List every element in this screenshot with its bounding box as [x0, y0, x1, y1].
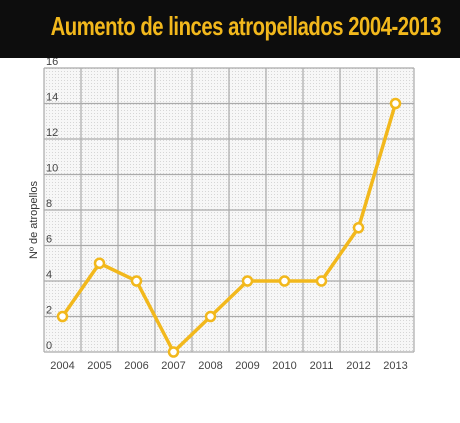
- y-tick-label: 12: [46, 127, 58, 139]
- y-axis-label: Nº de atropellos: [28, 181, 40, 260]
- y-tick-label: 10: [46, 163, 58, 175]
- x-tick-label: 2006: [124, 360, 148, 372]
- x-tick-labels: 2004 2005 2006 2007 2008 2009 2010 2011 2012 2013: [50, 360, 407, 372]
- data-point: [93, 257, 106, 269]
- data-point: [241, 275, 254, 287]
- y-tick-label: 16: [46, 58, 58, 68]
- x-tick-label: 2010: [272, 360, 296, 372]
- data-point: [204, 310, 217, 323]
- data-point: [315, 275, 328, 287]
- data-point: [278, 275, 291, 287]
- x-tick-label: 2012: [346, 360, 370, 372]
- x-tick-label: 2008: [198, 360, 222, 372]
- y-tick-label: 2: [46, 305, 52, 317]
- y-tick-label: 14: [46, 92, 58, 104]
- grid: [43, 67, 415, 353]
- y-tick-label: 6: [46, 234, 52, 246]
- data-point: [352, 222, 365, 234]
- y-tick-labels: 0 2 4 6 8 10 12 14 16: [46, 58, 58, 352]
- series-line: [60, 101, 398, 354]
- chart-title: Aumento de linces atropellados 2004-2013: [50, 11, 442, 41]
- x-tick-label: 2009: [235, 360, 259, 372]
- x-tick-label: 2013: [383, 360, 407, 372]
- data-point: [130, 275, 143, 287]
- y-tick-label: 8: [46, 198, 52, 210]
- y-tick-label: 4: [46, 269, 52, 281]
- x-tick-label: 2005: [87, 360, 111, 372]
- data-point: [56, 310, 69, 323]
- x-tick-label: 2004: [50, 360, 74, 372]
- x-tick-label: 2011: [310, 360, 334, 372]
- data-points: [56, 97, 402, 358]
- data-point: [167, 346, 180, 358]
- y-tick-label: 0: [46, 340, 52, 352]
- x-tick-label: 2007: [161, 360, 185, 372]
- data-point: [389, 97, 402, 110]
- title-bar: Aumento de linces atropellados 2004-2013: [0, 0, 460, 58]
